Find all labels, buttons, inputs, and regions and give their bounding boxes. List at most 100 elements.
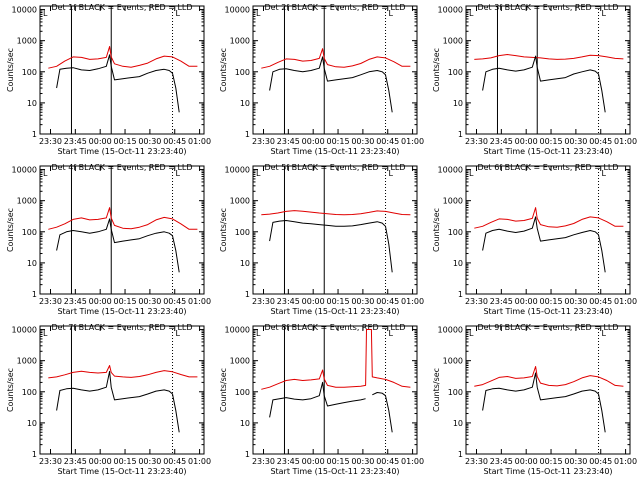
y-tick-label: 10000 [225,166,250,175]
panel-title: Det 4f BLACK = Events, RED = LLD [51,163,192,172]
y-tick-label: 10 [453,259,463,268]
x-tick-label: 00:30 [564,137,587,146]
x-axis-title: Start Time (15-Oct-11 23:23:40) [270,307,399,316]
lld-series-line [261,48,411,69]
y-tick-label: 10 [240,259,250,268]
x-tick-label: 01:00 [614,297,637,306]
panel-marker-left: L [43,9,48,18]
x-tick-label: 00:15 [114,297,137,306]
x-tick-label: 01:00 [614,137,637,146]
y-tick-label: 100 [448,228,463,237]
lld-series-line [48,46,198,69]
x-tick-label: 23:30 [252,297,275,306]
y-tick-label: 1 [245,450,250,459]
panel-frame [39,165,205,295]
panel-title: Det 8f BLACK = Events, RED = LLD [264,323,405,332]
panel-title: Det 3f BLACK = Events, RED = LLD [477,3,618,12]
y-tick-label: 1 [245,290,250,299]
events-series-line [56,370,180,433]
panel-frame [465,5,631,135]
lld-series-line [474,54,624,60]
y-tick-label: 1 [32,130,37,139]
detector-panel: Det 9f BLACK = Events, RED = LLD 1 10 100 10… [432,323,637,476]
y-tick-label: 10000 [12,326,37,335]
lld-series-line [261,210,411,216]
panel-title: Det 9f BLACK = Events, RED = LLD [477,323,618,332]
x-tick-label: 01:00 [401,297,424,306]
x-tick-label: 00:30 [351,457,374,466]
y-tick-label: 10 [27,259,37,268]
x-tick-label: 00:45 [589,137,612,146]
x-tick-label: 23:30 [39,137,62,146]
panel-frame [39,5,205,135]
y-tick-label: 1000 [230,37,250,46]
y-tick-label: 100 [235,68,250,77]
panel-marker-right: L [389,169,394,178]
events-series-line [482,216,606,273]
x-tick-label: 00:30 [351,137,374,146]
x-tick-label: 23:45 [277,297,300,306]
lld-series-line [261,329,411,390]
x-axis-title: Start Time (15-Oct-11 23:23:40) [57,147,186,156]
x-tick-label: 23:30 [465,137,488,146]
events-series-line [269,56,393,113]
y-tick-label: 1 [32,290,37,299]
events-series-line [482,372,606,433]
x-tick-label: 00:15 [114,457,137,466]
x-axis-title: Start Time (15-Oct-11 23:23:40) [270,467,399,476]
x-tick-label: 00:15 [114,137,137,146]
panel-marker-left: L [469,169,474,178]
y-tick-label: 100 [22,68,37,77]
y-axis-title: Counts/sec [432,208,441,252]
y-axis-title: Counts/sec [432,368,441,412]
x-axis-title: Start Time (15-Oct-11 23:23:40) [270,147,399,156]
x-axis-title: Start Time (15-Oct-11 23:23:40) [57,467,186,476]
x-tick-label: 00:00 [89,297,112,306]
detector-panel: Det 2f BLACK = Events, RED = LLD 1 10 100 10… [219,3,424,156]
y-tick-label: 10 [453,419,463,428]
panel-marker-left: L [256,169,261,178]
x-tick-label: 23:45 [277,457,300,466]
x-axis-title: Start Time (15-Oct-11 23:23:40) [483,467,612,476]
panel-marker-right: L [602,9,607,18]
x-tick-label: 23:45 [490,137,513,146]
y-tick-label: 1000 [17,37,37,46]
x-tick-label: 23:45 [64,297,87,306]
y-axis-title: Counts/sec [219,208,228,252]
y-tick-label: 1 [458,450,463,459]
panel-marker-left: L [256,9,261,18]
panel-frame [465,325,631,455]
x-tick-label: 23:30 [39,457,62,466]
events-series-line [269,220,393,273]
panel-marker-right: L [389,9,394,18]
panel-marker-left: L [256,329,261,338]
panel-frame [252,325,418,455]
lld-series-line [48,365,198,379]
y-tick-label: 1 [458,130,463,139]
y-tick-label: 10 [453,99,463,108]
x-tick-label: 00:45 [376,457,399,466]
x-tick-label: 23:30 [252,457,275,466]
detector-panel: Det 7f BLACK = Events, RED = LLD 1 10 100 10… [6,323,211,476]
x-tick-label: 00:45 [589,457,612,466]
x-tick-label: 00:00 [302,297,325,306]
panel-title: Det 7f BLACK = Events, RED = LLD [51,323,192,332]
x-tick-label: 00:15 [327,137,350,146]
detector-panel: Det 3f BLACK = Events, RED = LLD 1 10 100 10… [432,3,637,156]
y-tick-label: 1000 [443,37,463,46]
panel-marker-right: L [389,329,394,338]
x-tick-label: 00:15 [327,297,350,306]
x-tick-label: 23:45 [277,137,300,146]
x-tick-label: 00:15 [327,457,350,466]
y-tick-label: 1 [245,130,250,139]
y-axis-title: Counts/sec [6,368,15,412]
detector-panel: Det 5f BLACK = Events, RED = LLD 1 10 100 10… [219,163,424,316]
x-tick-label: 23:45 [490,457,513,466]
events-series-line [482,55,606,113]
x-tick-label: 23:30 [465,297,488,306]
x-tick-label: 00:00 [302,457,325,466]
x-tick-label: 23:45 [64,137,87,146]
panel-marker-left: L [43,329,48,338]
panel-marker-left: L [469,329,474,338]
panel-frame [252,165,418,295]
